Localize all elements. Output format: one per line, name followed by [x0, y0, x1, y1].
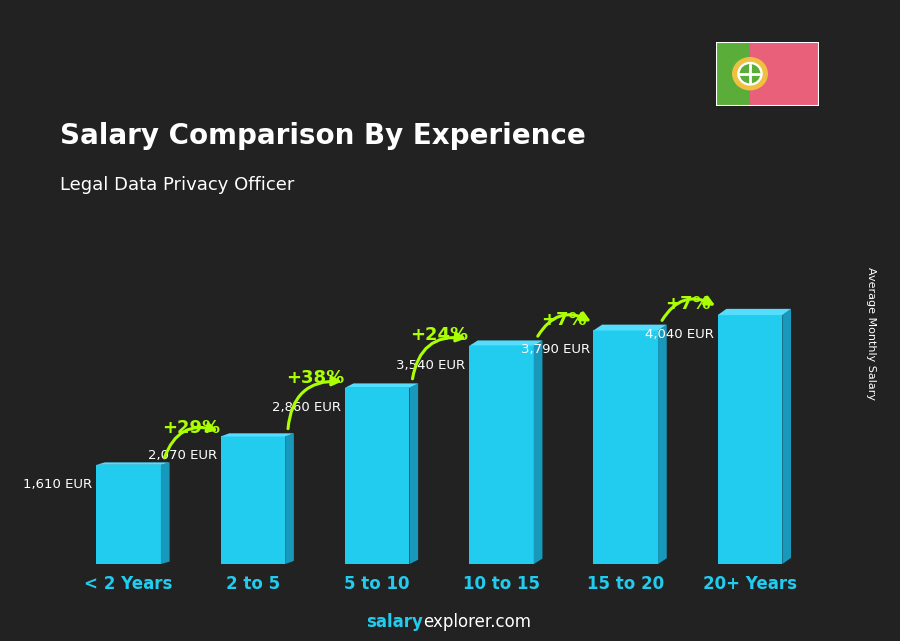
FancyBboxPatch shape [345, 388, 410, 564]
Polygon shape [782, 309, 791, 564]
Polygon shape [220, 433, 294, 437]
Text: explorer.com: explorer.com [423, 613, 531, 631]
Text: 2,070 EUR: 2,070 EUR [148, 449, 217, 462]
Text: Average Monthly Salary: Average Monthly Salary [866, 267, 877, 400]
FancyBboxPatch shape [96, 465, 161, 564]
Polygon shape [593, 324, 667, 331]
Circle shape [741, 65, 760, 83]
Polygon shape [345, 383, 418, 388]
Text: 3,790 EUR: 3,790 EUR [520, 344, 590, 356]
Polygon shape [469, 340, 543, 346]
Text: Legal Data Privacy Officer: Legal Data Privacy Officer [60, 176, 294, 194]
Text: +38%: +38% [286, 369, 344, 387]
Circle shape [733, 58, 767, 90]
Text: +24%: +24% [410, 326, 468, 344]
Text: +7%: +7% [541, 311, 587, 329]
Circle shape [738, 62, 762, 85]
Text: 2,860 EUR: 2,860 EUR [272, 401, 341, 413]
Polygon shape [717, 309, 791, 315]
Bar [716, 42, 750, 106]
Polygon shape [285, 433, 294, 564]
Polygon shape [658, 324, 667, 564]
Polygon shape [410, 383, 418, 564]
FancyBboxPatch shape [717, 315, 782, 564]
FancyBboxPatch shape [593, 331, 658, 564]
Polygon shape [96, 462, 169, 465]
Text: 3,540 EUR: 3,540 EUR [396, 359, 465, 372]
Text: 4,040 EUR: 4,040 EUR [645, 328, 714, 341]
Text: 1,610 EUR: 1,610 EUR [23, 478, 93, 490]
Polygon shape [161, 462, 169, 564]
Text: salary: salary [366, 613, 423, 631]
Text: +7%: +7% [665, 295, 711, 313]
Text: +29%: +29% [162, 419, 220, 437]
Bar [750, 42, 819, 106]
FancyBboxPatch shape [469, 346, 534, 564]
Polygon shape [534, 340, 543, 564]
Text: Salary Comparison By Experience: Salary Comparison By Experience [60, 122, 586, 150]
FancyBboxPatch shape [220, 437, 285, 564]
